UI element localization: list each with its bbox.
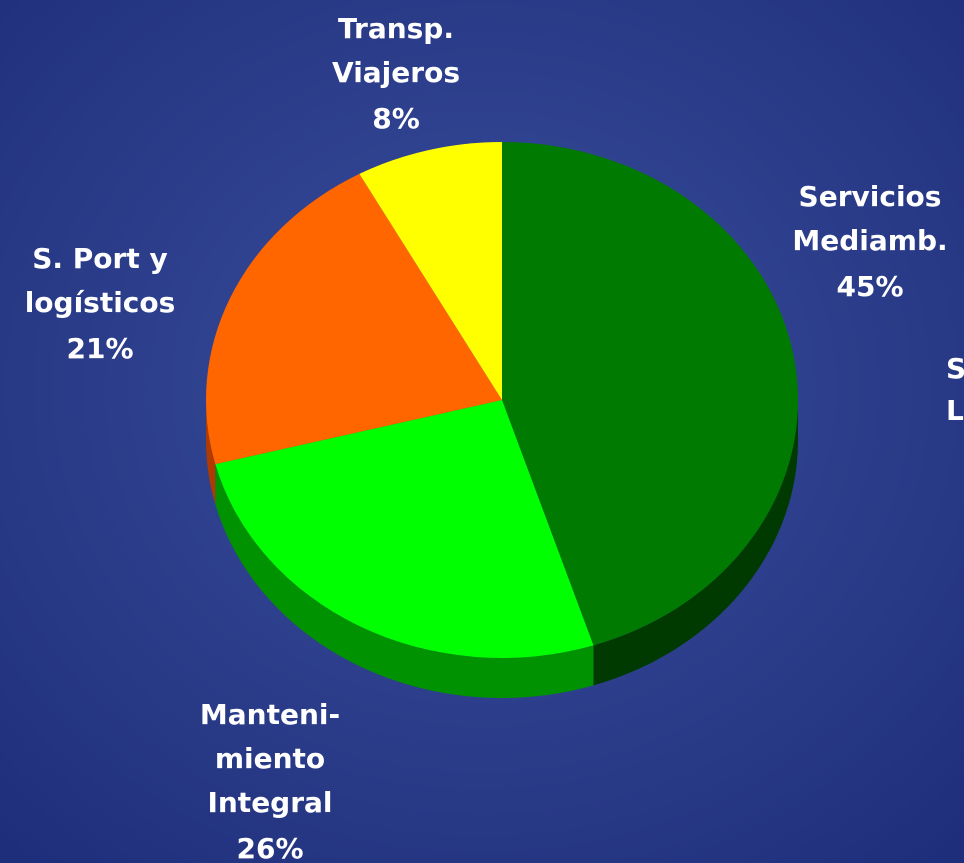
slice-label: logísticos: [25, 286, 176, 319]
slice-label: Transp.: [338, 12, 454, 45]
slice: [359, 142, 502, 400]
slice-side: [593, 400, 798, 686]
slice-side: [215, 464, 594, 698]
slice: [205, 173, 502, 465]
value-label: 8%: [372, 102, 420, 135]
slice-label: Mediamb.: [792, 224, 947, 257]
slice-label: Manteni-: [200, 698, 340, 731]
value-label: 45%: [836, 270, 903, 303]
slice-label: miento: [215, 742, 325, 775]
slice-label: S. Port y: [32, 242, 168, 275]
annotation: Lo: [946, 394, 964, 427]
slice-label: Viajeros: [332, 56, 460, 89]
value-label: 21%: [66, 332, 133, 365]
slice-label: Integral: [207, 786, 332, 819]
slice-label: Servicios: [799, 180, 942, 213]
value-label: 26%: [236, 832, 303, 863]
slice: [502, 142, 798, 646]
slice: [215, 400, 594, 658]
annotation: S: [946, 352, 964, 385]
slice-side: [206, 400, 216, 505]
pie: [205, 142, 798, 698]
